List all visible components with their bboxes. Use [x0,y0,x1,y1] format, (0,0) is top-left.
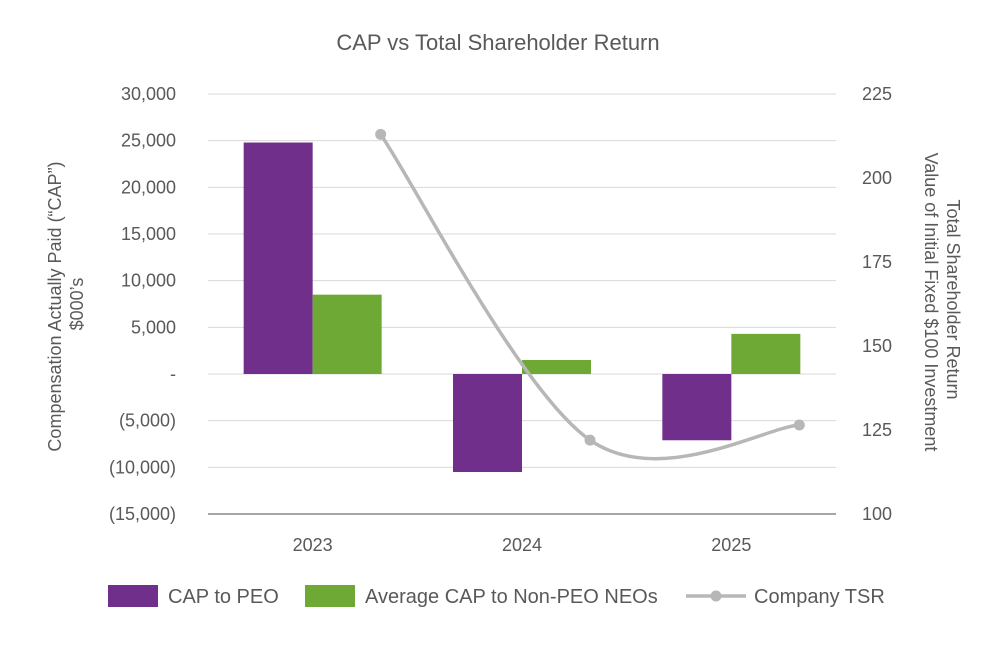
right-tick-label: 100 [862,504,892,524]
left-tick-label: 5,000 [131,317,176,337]
left-tick-label: 25,000 [121,131,176,151]
x-tick-label: 2024 [502,535,542,555]
bar [453,374,522,472]
left-tick-label: (10,000) [109,457,176,477]
bar [731,333,801,374]
legend-swatch [108,585,158,607]
legend-marker [710,590,722,602]
tsr-point [584,434,596,446]
axes: 30,000 25,000 20,000 15,000 10,000 5,000 - (5,0… [109,84,892,555]
right-axis-title: Total Shareholder Return Value of Initia… [921,153,963,452]
x-tick-label: 2023 [293,535,333,555]
left-tick-label: 15,000 [121,224,176,244]
bars [243,142,801,472]
left-tick-label: (15,000) [109,504,176,524]
right-tick-label: 200 [862,168,892,188]
legend-label: CAP to PEO [168,586,279,608]
right-tick-label: 150 [862,336,892,356]
left-axis-title-line-1: Compensation Actually Paid (“CAP”) [45,161,65,451]
left-tick-label: 30,000 [121,84,176,104]
left-tick-label: 20,000 [121,177,176,197]
right-axis-title-line-2: Value of Initial Fixed $100 Investment [921,153,941,452]
left-tick-label: 10,000 [121,271,176,291]
bar [312,294,382,374]
left-axis-title-line-2: $000’s [67,278,87,331]
chart-title: CAP vs Total Shareholder Return [336,30,659,55]
tsr-line [379,133,800,461]
legend-swatch [305,585,355,607]
right-axis-title-line-1: Total Shareholder Return [943,199,963,399]
bar [243,142,313,374]
right-tick-label: 175 [862,252,892,272]
legend-label: Average CAP to Non-PEO NEOs [365,586,658,608]
bar [662,374,732,441]
legend-label: Company TSR [754,586,885,608]
tsr-point [375,128,387,140]
tsr-line-layer [375,128,805,461]
tsr-point [793,419,805,431]
left-axis-title: Compensation Actually Paid (“CAP”) $000’… [45,156,87,451]
x-tick-label: 2025 [711,535,751,555]
right-tick-label: 225 [862,84,892,104]
right-tick-label: 125 [862,420,892,440]
bar [522,360,591,374]
left-tick-label: - [170,364,176,384]
legend: CAP to PEO Average CAP to Non-PEO NEOs Com… [108,585,885,608]
left-tick-label: (5,000) [119,411,176,431]
